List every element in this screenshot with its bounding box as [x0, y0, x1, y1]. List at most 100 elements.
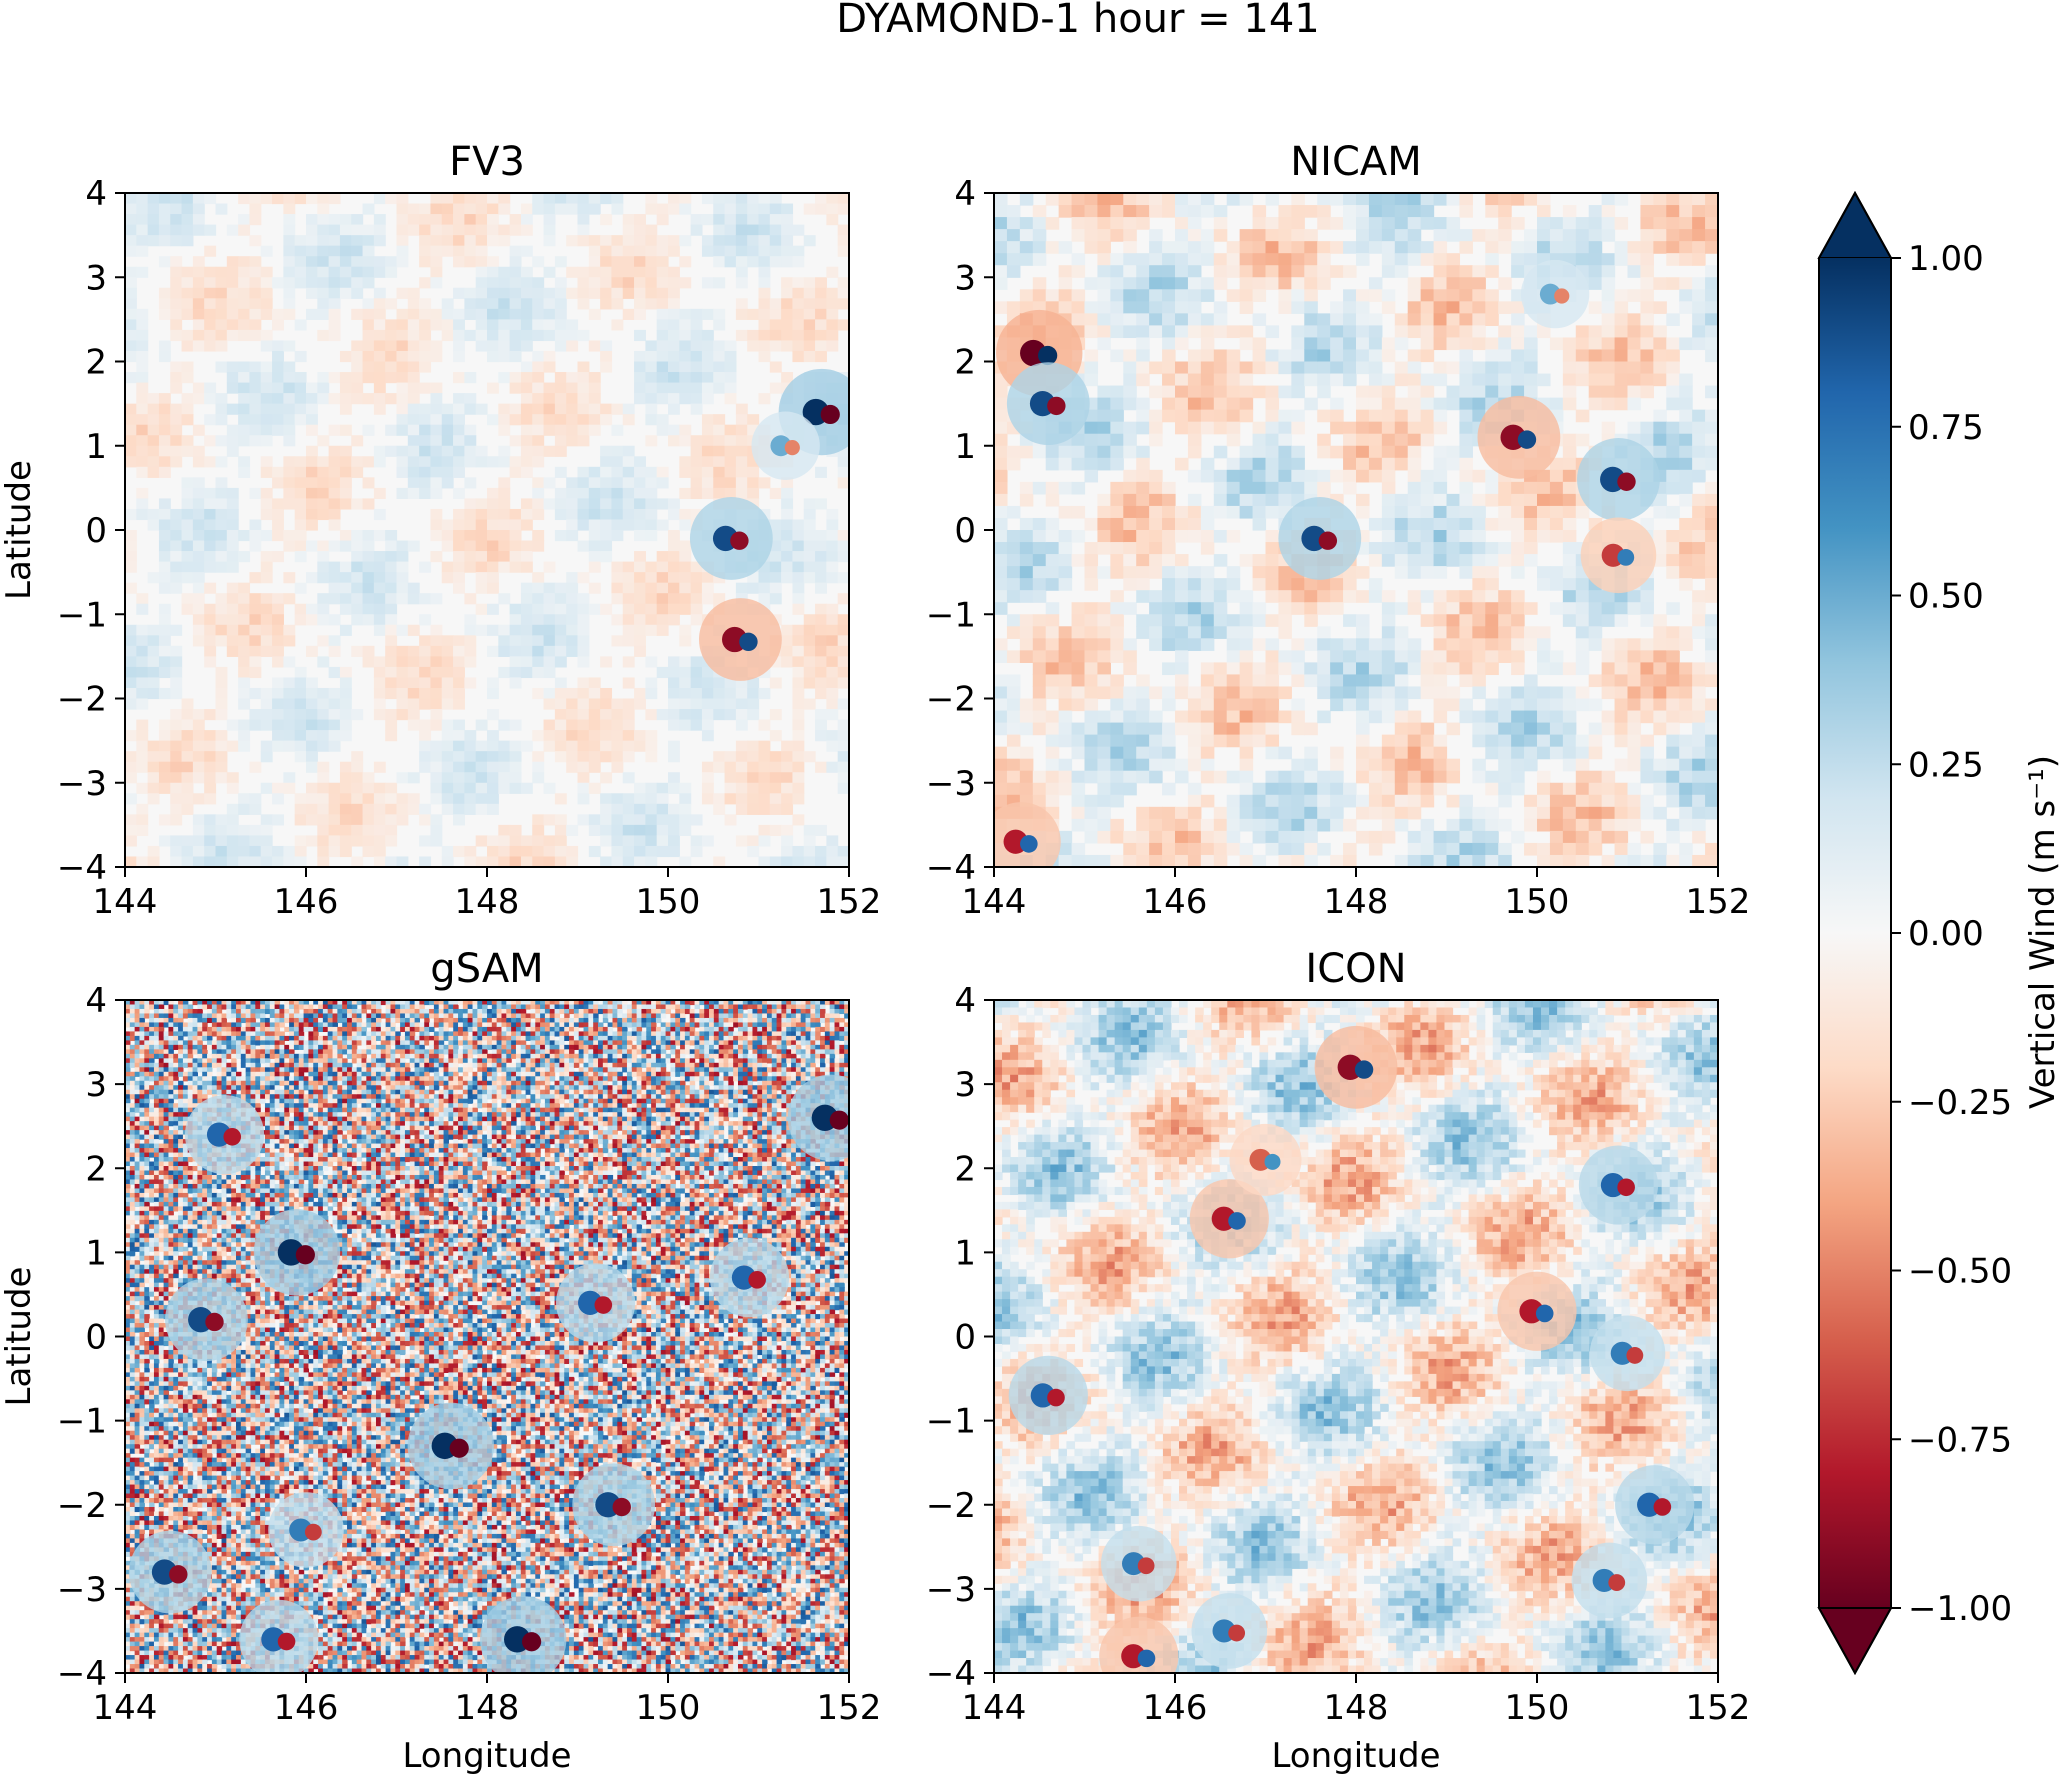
feature-pair-nicam-1 — [1047, 396, 1066, 416]
colorbar: 1.00 0.75 0.50 0.25 0.00 −0.25 −0.50 −0.75 −1.00… — [1817, 190, 2063, 1676]
heatmap-nicam — [994, 193, 1718, 867]
x-tick-label: 152 — [1686, 1688, 1751, 1728]
y-tick-label: 4 — [954, 174, 976, 214]
y-tick-label: −4 — [926, 848, 976, 888]
feature-pair-fv3-3 — [739, 632, 758, 652]
colorbar-tick-label: 0.25 — [1908, 745, 1984, 785]
y-tick-label: 3 — [85, 1065, 107, 1105]
y-tick-label: 0 — [85, 511, 107, 551]
feature-pair-gsam-1 — [205, 1312, 224, 1332]
feature-halo-icon-9 — [1099, 1616, 1179, 1673]
x-tick-label: 146 — [1143, 1688, 1208, 1728]
feature-pair-fv3-2 — [730, 531, 749, 550]
y-tick-label: −2 — [57, 1486, 107, 1526]
feature-pair-fv3-0 — [820, 404, 840, 425]
y-tick-label: −1 — [926, 595, 976, 635]
feature-pair-gsam-6 — [829, 1110, 849, 1130]
feature-pair-nicam-0 — [1038, 345, 1058, 366]
panel-title-fv3: FV3 — [449, 139, 525, 185]
y-tick-label: 3 — [954, 1065, 976, 1105]
colorbar-tick-label: 0.50 — [1908, 577, 1984, 617]
panel-nicam: NICAM 144 146 148 150 152 4 3 2 1 0 −1 −2 −3 −4 — [926, 139, 1751, 922]
y-tick-label: 4 — [85, 981, 107, 1021]
x-tick-label: 144 — [93, 1688, 158, 1728]
y-tick-label: 4 — [85, 174, 107, 214]
feature-pair-icon-8 — [1608, 1574, 1626, 1591]
y-tick-label: 2 — [85, 1149, 107, 1189]
feature-pair-gsam-8 — [594, 1296, 613, 1314]
x-tick-label: 152 — [817, 882, 882, 922]
y-tick-label: −1 — [57, 1402, 107, 1442]
x-tick-label: 148 — [1324, 1688, 1389, 1728]
feature-pair-nicam-2 — [1517, 430, 1537, 449]
colorbar-tick-label: −0.75 — [1908, 1420, 2012, 1460]
feature-pair-gsam-9 — [748, 1271, 766, 1289]
y-tick-label: 4 — [954, 981, 976, 1021]
panel-gsam: gSAM 144 146 148 150 152 4 3 2 1 0 −1 −2 −3 −4 Latitude… — [0, 946, 881, 1776]
feature-pair-gsam-2 — [449, 1438, 469, 1458]
y-tick-label: −1 — [57, 595, 107, 635]
colorbar-extend-top — [1817, 190, 1893, 259]
y-tick-label: 2 — [85, 343, 107, 383]
x-tick-label: 150 — [636, 882, 701, 922]
feature-pair-nicam-6 — [1554, 288, 1570, 304]
colorbar-bar — [1819, 258, 1891, 1608]
x-tick-label: 144 — [962, 1688, 1027, 1728]
feature-pair-gsam-10 — [277, 1632, 296, 1651]
y-tick-label: 1 — [954, 1233, 976, 1273]
figure-title: DYAMOND-1 hour = 141 — [836, 0, 1320, 42]
y-tick-label: −3 — [926, 1570, 976, 1610]
y-tick-label: 3 — [85, 258, 107, 298]
x-tick-label: 148 — [455, 1688, 520, 1728]
feature-pair-icon-5 — [1047, 1388, 1065, 1407]
feature-pair-gsam-4 — [169, 1565, 188, 1584]
panel-fv3: FV3 144 146 148 150 152 4 3 2 1 0 −1 −2 −3 −4 Latitude — [0, 139, 881, 922]
panel-title-icon: ICON — [1305, 946, 1406, 992]
feature-pair-icon-9 — [1137, 1649, 1156, 1668]
colorbar-tick-label: 0.75 — [1908, 408, 1984, 448]
y-tick-label: 0 — [954, 1318, 976, 1358]
x-tick-label: 152 — [1686, 882, 1751, 922]
colorbar-extend-bottom — [1817, 1607, 1893, 1676]
y-tick-label: 1 — [85, 1233, 107, 1273]
panel-title-gsam: gSAM — [430, 946, 543, 992]
colorbar-label: Vertical Wind (m s⁻¹) — [2023, 755, 2063, 1109]
y-tick-label: 1 — [85, 427, 107, 467]
panel-title-nicam: NICAM — [1290, 139, 1422, 185]
x-axis-label: Longitude — [402, 1736, 571, 1776]
x-tick-label: 150 — [636, 1688, 701, 1728]
feature-pair-icon-6 — [1653, 1498, 1672, 1516]
y-tick-label: −4 — [57, 848, 107, 888]
heatmap-gsam — [125, 1000, 849, 1673]
feature-pair-nicam-5 — [1617, 548, 1635, 566]
y-tick-label: 0 — [85, 1318, 107, 1358]
feature-pair-icon-7 — [1137, 1557, 1155, 1575]
feature-pair-gsam-3 — [612, 1497, 631, 1517]
colorbar-tick-label: 0.00 — [1908, 914, 1984, 954]
y-tick-label: 0 — [954, 511, 976, 551]
y-tick-label: −3 — [57, 1570, 107, 1610]
y-tick-label: −1 — [926, 1402, 976, 1442]
colorbar-tick-label: −0.50 — [1908, 1252, 2012, 1292]
colorbar-tick-label: −0.25 — [1908, 1083, 2012, 1123]
feature-pair-icon-3 — [1535, 1304, 1554, 1323]
feature-pair-nicam-3 — [1617, 472, 1636, 491]
colorbar-tick-label: −1.00 — [1908, 1589, 2012, 1629]
y-tick-label: −2 — [57, 680, 107, 720]
y-axis-label: Latitude — [0, 460, 39, 600]
y-tick-label: 2 — [954, 1149, 976, 1189]
feature-pair-icon-1 — [1617, 1178, 1635, 1197]
feature-pair-icon-2 — [1228, 1212, 1246, 1230]
x-tick-label: 148 — [1324, 882, 1389, 922]
x-tick-label: 148 — [455, 882, 520, 922]
feature-pair-icon-0 — [1354, 1060, 1374, 1079]
x-tick-label: 144 — [93, 882, 158, 922]
feature-pair-gsam-5 — [522, 1632, 542, 1652]
y-tick-label: 2 — [954, 343, 976, 383]
y-tick-label: −3 — [926, 764, 976, 804]
feature-pair-nicam-4 — [1318, 531, 1338, 550]
heatmap-icon — [994, 1000, 1718, 1673]
feature-pair-gsam-11 — [304, 1523, 322, 1541]
x-tick-label: 146 — [274, 882, 339, 922]
y-tick-label: 1 — [954, 427, 976, 467]
